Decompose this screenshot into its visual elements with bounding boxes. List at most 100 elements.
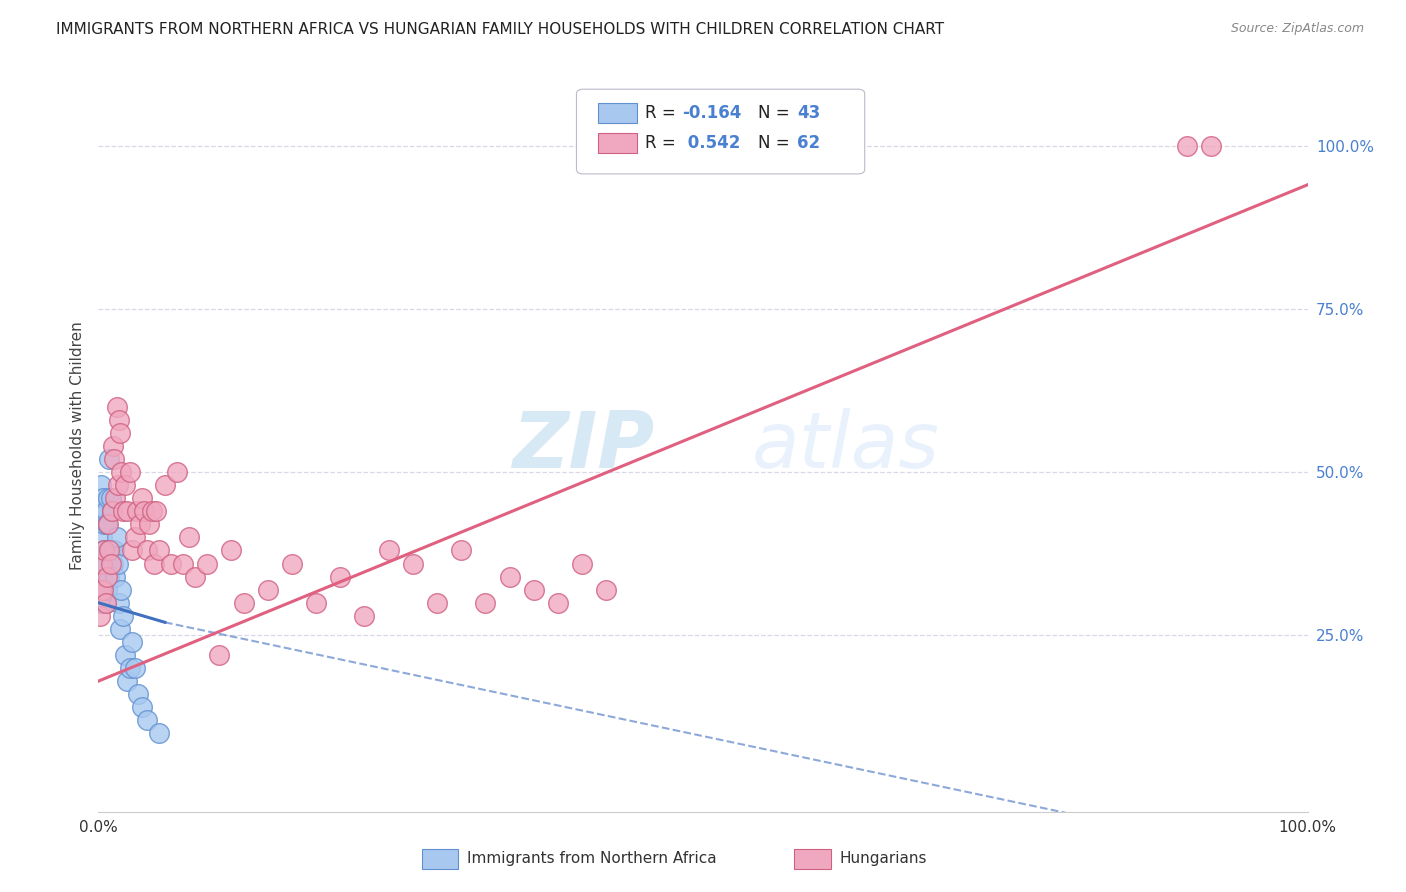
Point — [111, 504, 134, 518]
Point — [329, 569, 352, 583]
Point — [91, 491, 114, 506]
Point — [145, 504, 167, 518]
Point — [127, 504, 149, 518]
Point — [179, 530, 201, 544]
Point — [105, 530, 128, 544]
Point — [148, 543, 170, 558]
Point — [121, 635, 143, 649]
Text: N =: N = — [758, 134, 794, 152]
Point — [96, 569, 118, 583]
Point — [108, 622, 131, 636]
Point — [98, 543, 121, 558]
Point — [104, 569, 127, 583]
Point — [103, 543, 125, 558]
Point — [184, 569, 207, 583]
Point — [124, 661, 146, 675]
Point — [160, 557, 183, 571]
Point — [117, 674, 139, 689]
Point — [208, 648, 231, 662]
Text: 43: 43 — [797, 104, 821, 122]
Point — [523, 582, 546, 597]
Point — [91, 582, 114, 597]
Point — [89, 596, 111, 610]
Point — [143, 557, 166, 571]
Point — [166, 465, 188, 479]
Point — [131, 491, 153, 506]
Point — [141, 504, 163, 518]
Point — [108, 425, 131, 440]
Point — [91, 530, 114, 544]
Point — [90, 478, 112, 492]
Text: -0.164: -0.164 — [682, 104, 741, 122]
Point — [195, 557, 218, 571]
Text: ZIP: ZIP — [512, 408, 655, 484]
Point — [134, 504, 156, 518]
Point — [101, 557, 124, 571]
Point — [221, 543, 243, 558]
Point — [97, 517, 120, 532]
Point — [377, 543, 399, 558]
Point — [131, 700, 153, 714]
Point — [91, 557, 114, 571]
Point — [93, 517, 115, 532]
Point — [595, 582, 617, 597]
Point — [100, 557, 122, 571]
Point — [474, 596, 496, 610]
Point — [128, 517, 150, 532]
Point — [305, 596, 328, 610]
Point — [100, 504, 122, 518]
Point — [94, 596, 117, 610]
Point — [138, 517, 160, 532]
Point — [114, 478, 136, 492]
Point — [93, 596, 115, 610]
Point — [402, 557, 425, 571]
Point — [1199, 138, 1222, 153]
Text: Source: ZipAtlas.com: Source: ZipAtlas.com — [1230, 22, 1364, 36]
Point — [107, 478, 129, 492]
Point — [96, 557, 118, 571]
Point — [114, 648, 136, 662]
Point — [98, 452, 121, 467]
Point — [281, 557, 304, 571]
Text: Immigrants from Northern Africa: Immigrants from Northern Africa — [467, 851, 717, 865]
Point — [90, 582, 112, 597]
Point — [100, 504, 122, 518]
Point — [127, 687, 149, 701]
Point — [547, 596, 569, 610]
Point — [450, 543, 472, 558]
Point — [90, 557, 112, 571]
Point — [94, 504, 117, 518]
Point — [1175, 138, 1198, 153]
Y-axis label: Family Households with Children: Family Households with Children — [69, 322, 84, 570]
Text: atlas: atlas — [751, 408, 939, 484]
Point — [571, 557, 593, 571]
Text: R =: R = — [645, 134, 682, 152]
Point — [153, 478, 176, 492]
Point — [91, 504, 114, 518]
Text: R =: R = — [645, 104, 682, 122]
Point — [110, 465, 132, 479]
Point — [118, 661, 141, 675]
Point — [426, 596, 449, 610]
Point — [105, 400, 128, 414]
Point — [108, 596, 131, 610]
Text: N =: N = — [758, 104, 794, 122]
Point — [172, 557, 194, 571]
Point — [89, 582, 111, 597]
Point — [103, 452, 125, 467]
Point — [148, 726, 170, 740]
Point — [89, 608, 111, 623]
Point — [100, 491, 122, 506]
Text: Hungarians: Hungarians — [839, 851, 927, 865]
Point — [97, 543, 120, 558]
Point — [107, 557, 129, 571]
Point — [96, 582, 118, 597]
Point — [96, 517, 118, 532]
Point — [110, 582, 132, 597]
Text: 62: 62 — [797, 134, 820, 152]
Point — [256, 582, 278, 597]
Point — [135, 543, 157, 558]
Point — [498, 569, 520, 583]
Point — [94, 596, 117, 610]
Point — [100, 543, 122, 558]
